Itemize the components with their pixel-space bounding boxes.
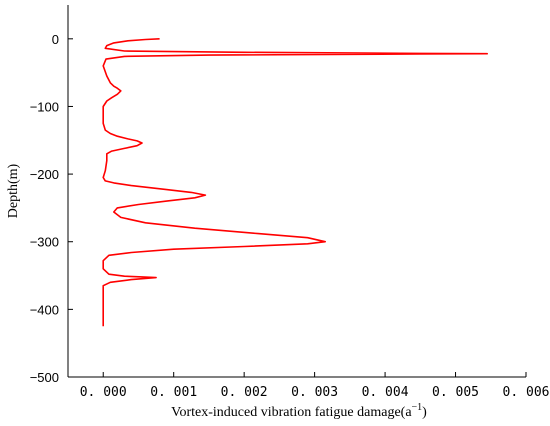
y-ticks: 0 −100 −200 −300 −400 −500 bbox=[30, 32, 73, 385]
y-axis-label: Depth(m) bbox=[6, 163, 21, 218]
x-axis-label-close: ) bbox=[422, 405, 427, 420]
x-tick-label: 0. 004 bbox=[362, 385, 409, 400]
x-tick-label: 0. 006 bbox=[503, 385, 550, 400]
y-tick-label: −500 bbox=[30, 370, 59, 385]
series-line bbox=[102, 38, 489, 327]
x-ticks: 0. 000 0. 001 0. 002 0. 003 0. 004 0. 005 0. 0… bbox=[80, 372, 550, 400]
y-tick-label: −100 bbox=[30, 99, 59, 114]
y-tick-label: 0 bbox=[52, 32, 59, 47]
x-tick-label: 0. 003 bbox=[291, 385, 338, 400]
axes bbox=[67, 5, 526, 378]
x-tick-label: 0. 002 bbox=[221, 385, 268, 400]
y-tick-label: −200 bbox=[30, 167, 59, 182]
series-group bbox=[102, 38, 489, 327]
x-axis-label: Vortex-induced vibration fatigue damage(… bbox=[171, 402, 427, 420]
x-axis-label-main: Vortex-induced vibration fatigue damage(… bbox=[171, 405, 412, 420]
y-tick-label: −300 bbox=[30, 235, 59, 250]
x-tick-label: 0. 000 bbox=[80, 385, 127, 400]
x-tick-label: 0. 005 bbox=[432, 385, 479, 400]
x-axis-label-sup: −1 bbox=[412, 402, 423, 413]
x-tick-label: 0. 001 bbox=[150, 385, 197, 400]
y-tick-label: −400 bbox=[30, 302, 59, 317]
